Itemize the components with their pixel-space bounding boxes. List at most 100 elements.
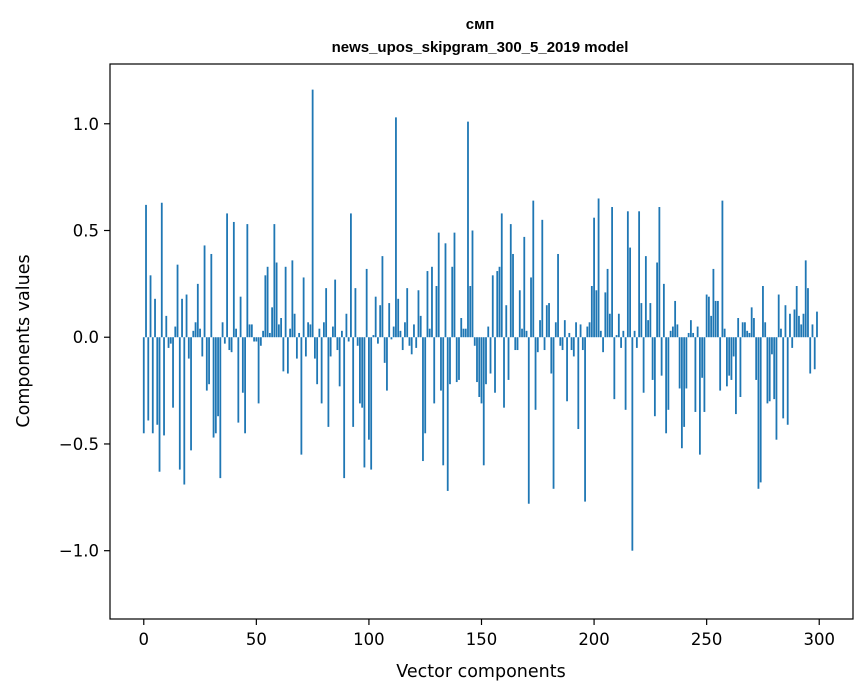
bar	[230, 337, 233, 353]
x-axis-ticks: 0 50 100 150 200 250 300	[139, 619, 835, 649]
bar	[232, 221, 235, 338]
bar	[455, 337, 458, 383]
bar	[422, 337, 424, 462]
bar	[401, 337, 404, 351]
bar	[413, 324, 415, 338]
bar	[203, 245, 206, 338]
bar	[660, 337, 663, 376]
y-axis-ticks: −1.0 −0.5 0.0 0.5 1.0	[59, 115, 110, 561]
bar	[554, 322, 557, 338]
y-tick-label: −1.0	[59, 542, 99, 561]
bar	[696, 326, 699, 338]
bar	[365, 268, 368, 338]
bar	[176, 264, 179, 338]
bar	[304, 337, 307, 357]
bar	[415, 337, 418, 348]
bar	[753, 318, 755, 338]
bar	[437, 232, 440, 338]
x-tick-label: 150	[466, 630, 498, 649]
y-tick-label: 1.0	[73, 115, 99, 134]
bar	[694, 337, 697, 412]
bar	[626, 211, 629, 338]
bar	[410, 337, 413, 355]
bar	[341, 330, 343, 338]
bar	[782, 337, 785, 419]
bar	[280, 318, 283, 338]
bar	[759, 337, 762, 483]
bar	[259, 337, 262, 346]
bar	[262, 330, 264, 338]
bar	[597, 198, 600, 338]
bar	[469, 286, 472, 338]
bar	[602, 337, 604, 353]
bar	[381, 256, 384, 338]
bar	[746, 330, 749, 338]
bar	[192, 330, 195, 338]
bar	[786, 337, 789, 425]
x-tick-label: 300	[803, 630, 835, 649]
bar	[208, 337, 210, 385]
bar	[545, 305, 548, 338]
x-axis-label: Vector components	[396, 662, 565, 682]
bar	[512, 253, 514, 338]
bar	[458, 337, 460, 380]
bar	[642, 337, 645, 393]
bar	[811, 324, 814, 338]
bar	[145, 204, 147, 338]
bar	[264, 275, 267, 338]
bar	[491, 275, 494, 338]
bar	[525, 330, 528, 338]
bar	[804, 260, 807, 338]
bar	[620, 337, 622, 348]
bar	[158, 337, 161, 472]
bar	[568, 332, 571, 338]
bar	[518, 290, 521, 338]
bar	[350, 213, 352, 338]
bar	[771, 337, 773, 355]
bar	[514, 337, 517, 351]
bar	[205, 337, 208, 391]
bar	[570, 337, 573, 351]
bar	[199, 328, 201, 338]
bar	[190, 337, 192, 451]
bar	[268, 332, 271, 338]
bar	[563, 320, 566, 338]
bar	[183, 337, 186, 485]
bar	[530, 277, 532, 338]
bar	[550, 337, 553, 374]
bar	[392, 326, 395, 338]
bar	[241, 337, 244, 393]
bar	[509, 224, 512, 338]
bar	[156, 337, 159, 425]
bar	[322, 322, 325, 338]
bar	[332, 326, 334, 338]
bar	[784, 305, 787, 338]
bar	[460, 318, 463, 338]
bar	[417, 290, 420, 338]
bar	[383, 337, 386, 363]
bar	[656, 262, 659, 338]
y-tick-label: 0.5	[73, 222, 99, 241]
bar	[507, 337, 510, 380]
bar	[275, 262, 278, 338]
bar	[336, 337, 339, 351]
bar	[291, 260, 294, 338]
bar	[327, 337, 330, 427]
bar	[496, 271, 499, 338]
bar	[282, 337, 285, 372]
bar	[196, 283, 199, 338]
bar	[219, 337, 222, 479]
bar	[386, 337, 388, 391]
bar	[500, 213, 503, 338]
bar	[293, 313, 296, 338]
bar	[334, 279, 337, 338]
x-tick-label: 200	[578, 630, 610, 649]
bar	[671, 326, 674, 338]
bar	[651, 337, 654, 380]
bar	[226, 213, 228, 338]
bar	[406, 288, 409, 338]
bar	[719, 337, 722, 391]
bar	[577, 337, 580, 430]
bar	[302, 277, 305, 338]
bar	[253, 337, 255, 342]
